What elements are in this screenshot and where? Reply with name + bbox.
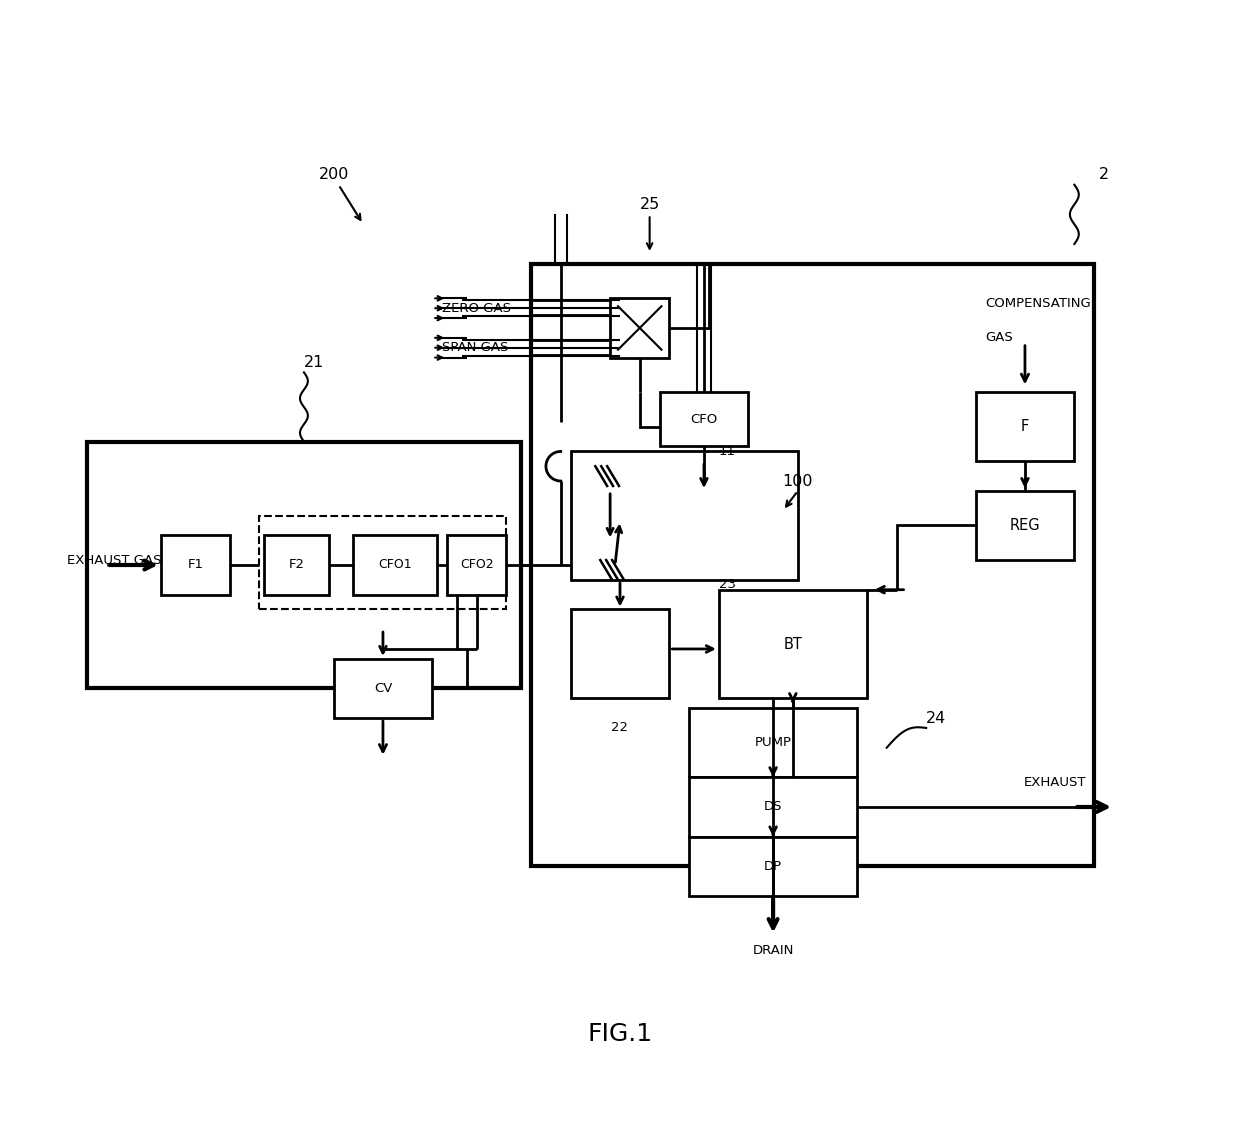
Text: EXHAUST: EXHAUST [1023, 776, 1086, 789]
Text: 24: 24 [926, 711, 946, 725]
Text: F2: F2 [289, 558, 305, 572]
Bar [353, 536, 438, 594]
Text: 11: 11 [719, 445, 735, 458]
Bar [264, 536, 329, 594]
Text: CFO: CFO [691, 412, 718, 426]
Text: FIG.1: FIG.1 [588, 1023, 652, 1046]
Text: GAS: GAS [986, 331, 1013, 345]
Text: F: F [1021, 419, 1029, 434]
Bar [689, 709, 857, 777]
Bar [976, 490, 1074, 560]
Bar [660, 392, 749, 446]
Text: REG: REG [1009, 518, 1040, 533]
Text: PUMP: PUMP [755, 737, 791, 749]
Text: BT: BT [784, 636, 802, 652]
Bar [689, 777, 857, 836]
Text: SPAN GAS: SPAN GAS [443, 341, 508, 354]
Text: 21: 21 [304, 355, 324, 370]
Text: 22: 22 [611, 721, 629, 735]
Bar [259, 515, 506, 609]
Bar [334, 659, 433, 718]
Bar [570, 451, 797, 580]
Text: CFO1: CFO1 [378, 558, 412, 572]
Text: DS: DS [764, 800, 782, 814]
Text: EXHAUST GAS: EXHAUST GAS [67, 554, 161, 566]
Text: 23: 23 [719, 579, 735, 591]
Text: 100: 100 [782, 473, 813, 488]
Bar [161, 536, 229, 594]
Text: CFO2: CFO2 [460, 558, 494, 572]
Bar [570, 609, 670, 698]
Text: COMPENSATING: COMPENSATING [986, 297, 1091, 310]
Text: CV: CV [373, 683, 392, 695]
Bar [610, 298, 670, 357]
Text: F1: F1 [187, 558, 203, 572]
Text: 25: 25 [640, 197, 660, 212]
Bar [448, 536, 506, 594]
Bar [87, 442, 521, 688]
Bar [719, 590, 867, 698]
Bar [531, 263, 1094, 867]
Text: 2: 2 [1099, 167, 1109, 182]
Text: ZERO GAS: ZERO GAS [443, 302, 511, 314]
Text: DRAIN: DRAIN [753, 944, 794, 957]
Bar [976, 392, 1074, 461]
Bar [689, 836, 857, 896]
Text: 200: 200 [319, 167, 348, 182]
Text: DP: DP [764, 860, 782, 872]
